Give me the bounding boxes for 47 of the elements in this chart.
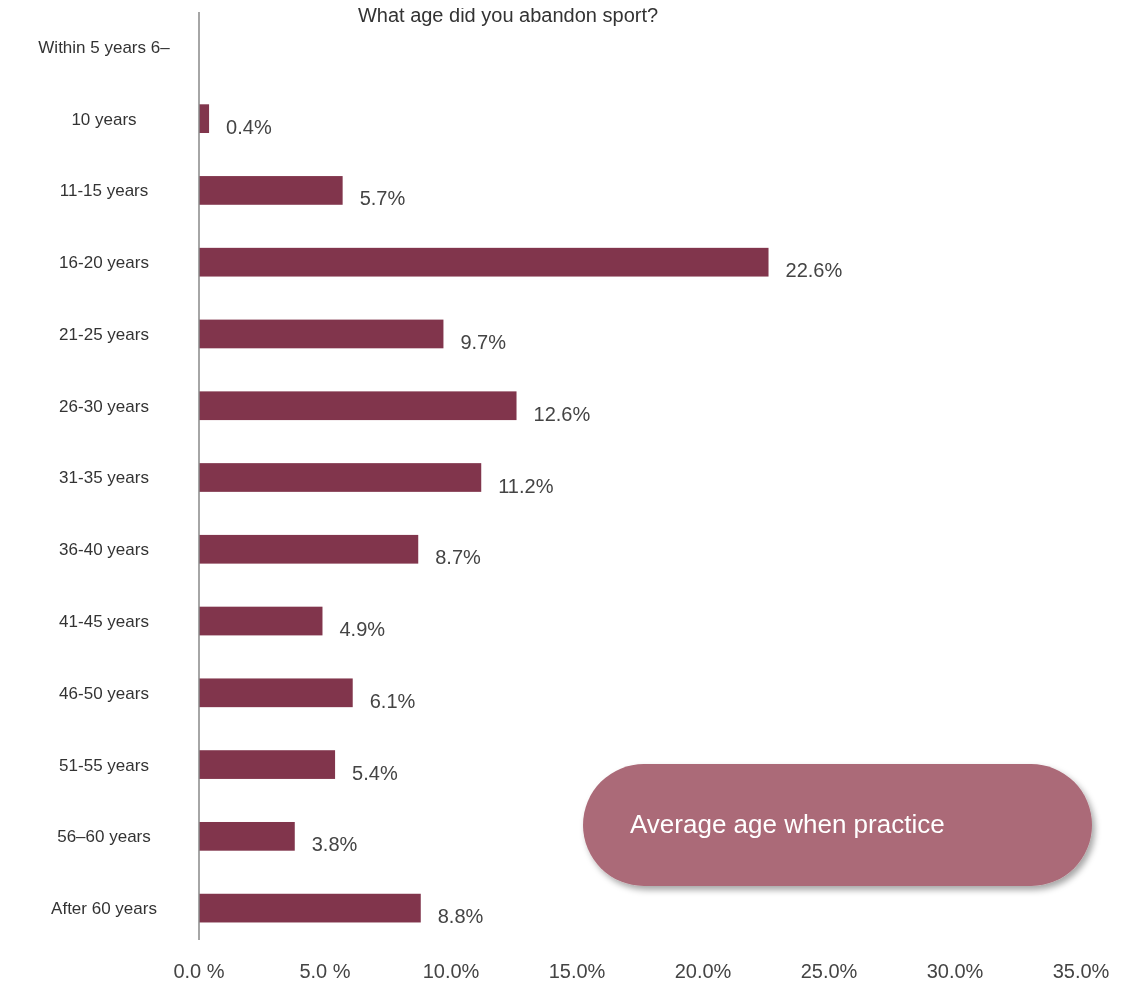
x-tick-label: 0.0 %: [173, 960, 225, 982]
y-tick-label: 41-45 years: [59, 611, 149, 631]
data-label: 12.6%: [533, 402, 591, 425]
y-tick-label: 31-35 years: [59, 468, 149, 488]
y-tick-label: 26-30 years: [59, 396, 149, 416]
data-label: 5.4%: [352, 761, 398, 784]
data-label: 9.7%: [460, 330, 507, 353]
x-tick-label: 30.0%: [926, 960, 984, 982]
bar: [199, 678, 353, 708]
data-label: 3.8%: [311, 833, 358, 856]
data-label: 8.7%: [435, 546, 482, 569]
bar: [199, 104, 210, 134]
data-label: 5.7%: [359, 187, 406, 210]
bar: [199, 750, 336, 779]
bar: [199, 176, 343, 205]
x-tick-label: 15.0%: [548, 960, 606, 982]
x-tick-label: 25.0%: [800, 960, 858, 982]
data-label: 0.4%: [226, 115, 272, 138]
bar: [199, 534, 419, 564]
y-tick-label: 11-15 years: [59, 181, 149, 201]
bar: [199, 893, 421, 923]
bar: [199, 821, 295, 851]
data-label: 4.9%: [339, 618, 386, 641]
y-tick-label: After 60 years: [51, 899, 157, 919]
y-tick-label: 10 years: [71, 109, 137, 129]
x-tick-label: 10.0%: [422, 960, 480, 982]
bar: [199, 247, 769, 277]
bar: [199, 606, 323, 636]
bar: [199, 463, 482, 492]
y-tick-label: 46-50 years: [59, 683, 149, 703]
y-tick-label: Within 5 years 6–: [38, 37, 171, 57]
y-tick-label: 36-40 years: [59, 540, 149, 560]
y-tick-label: 21-25 years: [59, 324, 149, 344]
data-label: 11.2%: [498, 474, 554, 497]
y-tick-label: 56–60 years: [57, 827, 151, 847]
bar: [199, 391, 517, 421]
chart-title: What age did you abandon sport?: [357, 4, 659, 26]
x-tick-label: 20.0%: [674, 960, 732, 982]
x-tick-label: 35.0%: [1052, 960, 1110, 982]
data-label: 22.6%: [785, 259, 843, 282]
bar: [199, 319, 444, 349]
y-tick-label: 16-20 years: [59, 253, 149, 273]
x-tick-label: 5.0 %: [299, 960, 351, 982]
data-label: 8.8%: [437, 905, 484, 928]
annotation: Average age when practice: [630, 809, 945, 839]
data-label: 6.1%: [369, 689, 416, 712]
y-tick-label: 51-55 years: [59, 755, 149, 775]
